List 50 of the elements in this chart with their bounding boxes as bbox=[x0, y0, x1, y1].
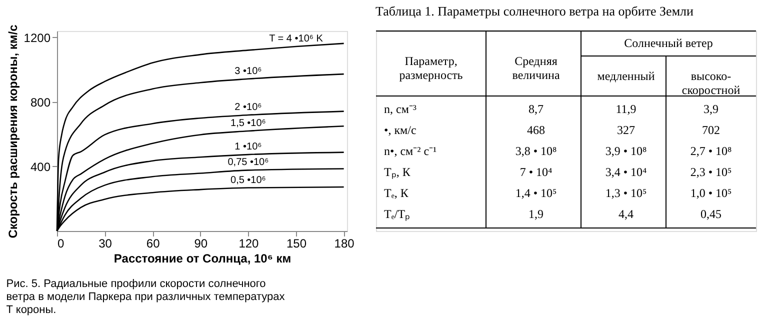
series-label: 0,75 •10⁶ bbox=[228, 157, 269, 168]
text: 702 bbox=[702, 123, 720, 137]
text: 1,9 bbox=[528, 207, 544, 221]
text: 7 • 10⁴ bbox=[520, 165, 552, 179]
text: 1,0 • 10⁵ bbox=[690, 186, 732, 200]
text: высоко- скоростной bbox=[682, 69, 741, 97]
text: Tₑ, К bbox=[384, 186, 410, 200]
text: 8,7 bbox=[528, 102, 544, 116]
text: 4,4 bbox=[618, 207, 634, 221]
series-label: 3 •10⁶ bbox=[234, 66, 262, 77]
y-tick-label: 1200 bbox=[24, 30, 51, 45]
series-label: 1 •10⁶ bbox=[234, 142, 262, 153]
text: n•, см⁻² с⁻¹ bbox=[384, 144, 438, 158]
text: 3,9 bbox=[704, 102, 718, 116]
text: Рис. 5. Радиальные профили скорости солнечного ветра в модели Паркера при различных температурах T короны. bbox=[6, 278, 286, 316]
text: 2,3 • 10⁵ bbox=[690, 165, 732, 179]
text: 327 bbox=[617, 123, 635, 137]
text: 1,4 • 10⁵ bbox=[515, 186, 557, 200]
x-axis-title: Расстояние от Солнца, 10⁶ км bbox=[114, 252, 292, 266]
x-tick-label: 120 bbox=[238, 236, 260, 250]
y-tick-label: 800 bbox=[30, 95, 51, 110]
text: Параметр, размерность bbox=[399, 54, 464, 82]
series-label: T = 4 •10⁶ K bbox=[269, 33, 324, 44]
series-label: 1,5 •10⁶ bbox=[230, 118, 266, 129]
x-tick-label: 0 bbox=[58, 236, 64, 250]
text: 0,45 bbox=[700, 207, 722, 221]
x-tick-label: 180 bbox=[334, 236, 355, 250]
x-tick-label: 90 bbox=[194, 236, 208, 250]
x-tick-label: 60 bbox=[146, 236, 160, 250]
text: 11,9 bbox=[616, 102, 636, 116]
text: медленный bbox=[597, 69, 656, 83]
text: 3,4 • 10⁴ bbox=[605, 165, 647, 179]
text: Средняя величина bbox=[512, 54, 560, 82]
series-label: 0,5 •10⁶ bbox=[230, 174, 266, 186]
text: n, см⁻³ bbox=[384, 102, 417, 116]
text: Таблица 1. Параметры солнечного ветра на орбите Земли bbox=[376, 4, 694, 18]
y-axis-title: Скорость расширения короны, км/с bbox=[6, 24, 20, 238]
text: 2,7 • 10⁸ bbox=[690, 144, 732, 158]
text: Tₚ, К bbox=[384, 165, 412, 179]
x-tick-label: 150 bbox=[286, 236, 307, 250]
text: Солнечный ветер bbox=[624, 36, 713, 50]
text: •, км/с bbox=[384, 123, 416, 137]
series-label: 2 •10⁶ bbox=[234, 102, 262, 114]
text: 3,9 • 10⁸ bbox=[605, 144, 647, 158]
text: 3,8 • 10⁸ bbox=[515, 144, 557, 158]
text: 1,3 • 10⁵ bbox=[605, 186, 647, 200]
y-tick-label: 400 bbox=[30, 160, 51, 174]
text: 468 bbox=[527, 123, 545, 137]
x-tick-label: 30 bbox=[98, 236, 112, 250]
text: Tₑ/Tₚ bbox=[384, 207, 410, 221]
